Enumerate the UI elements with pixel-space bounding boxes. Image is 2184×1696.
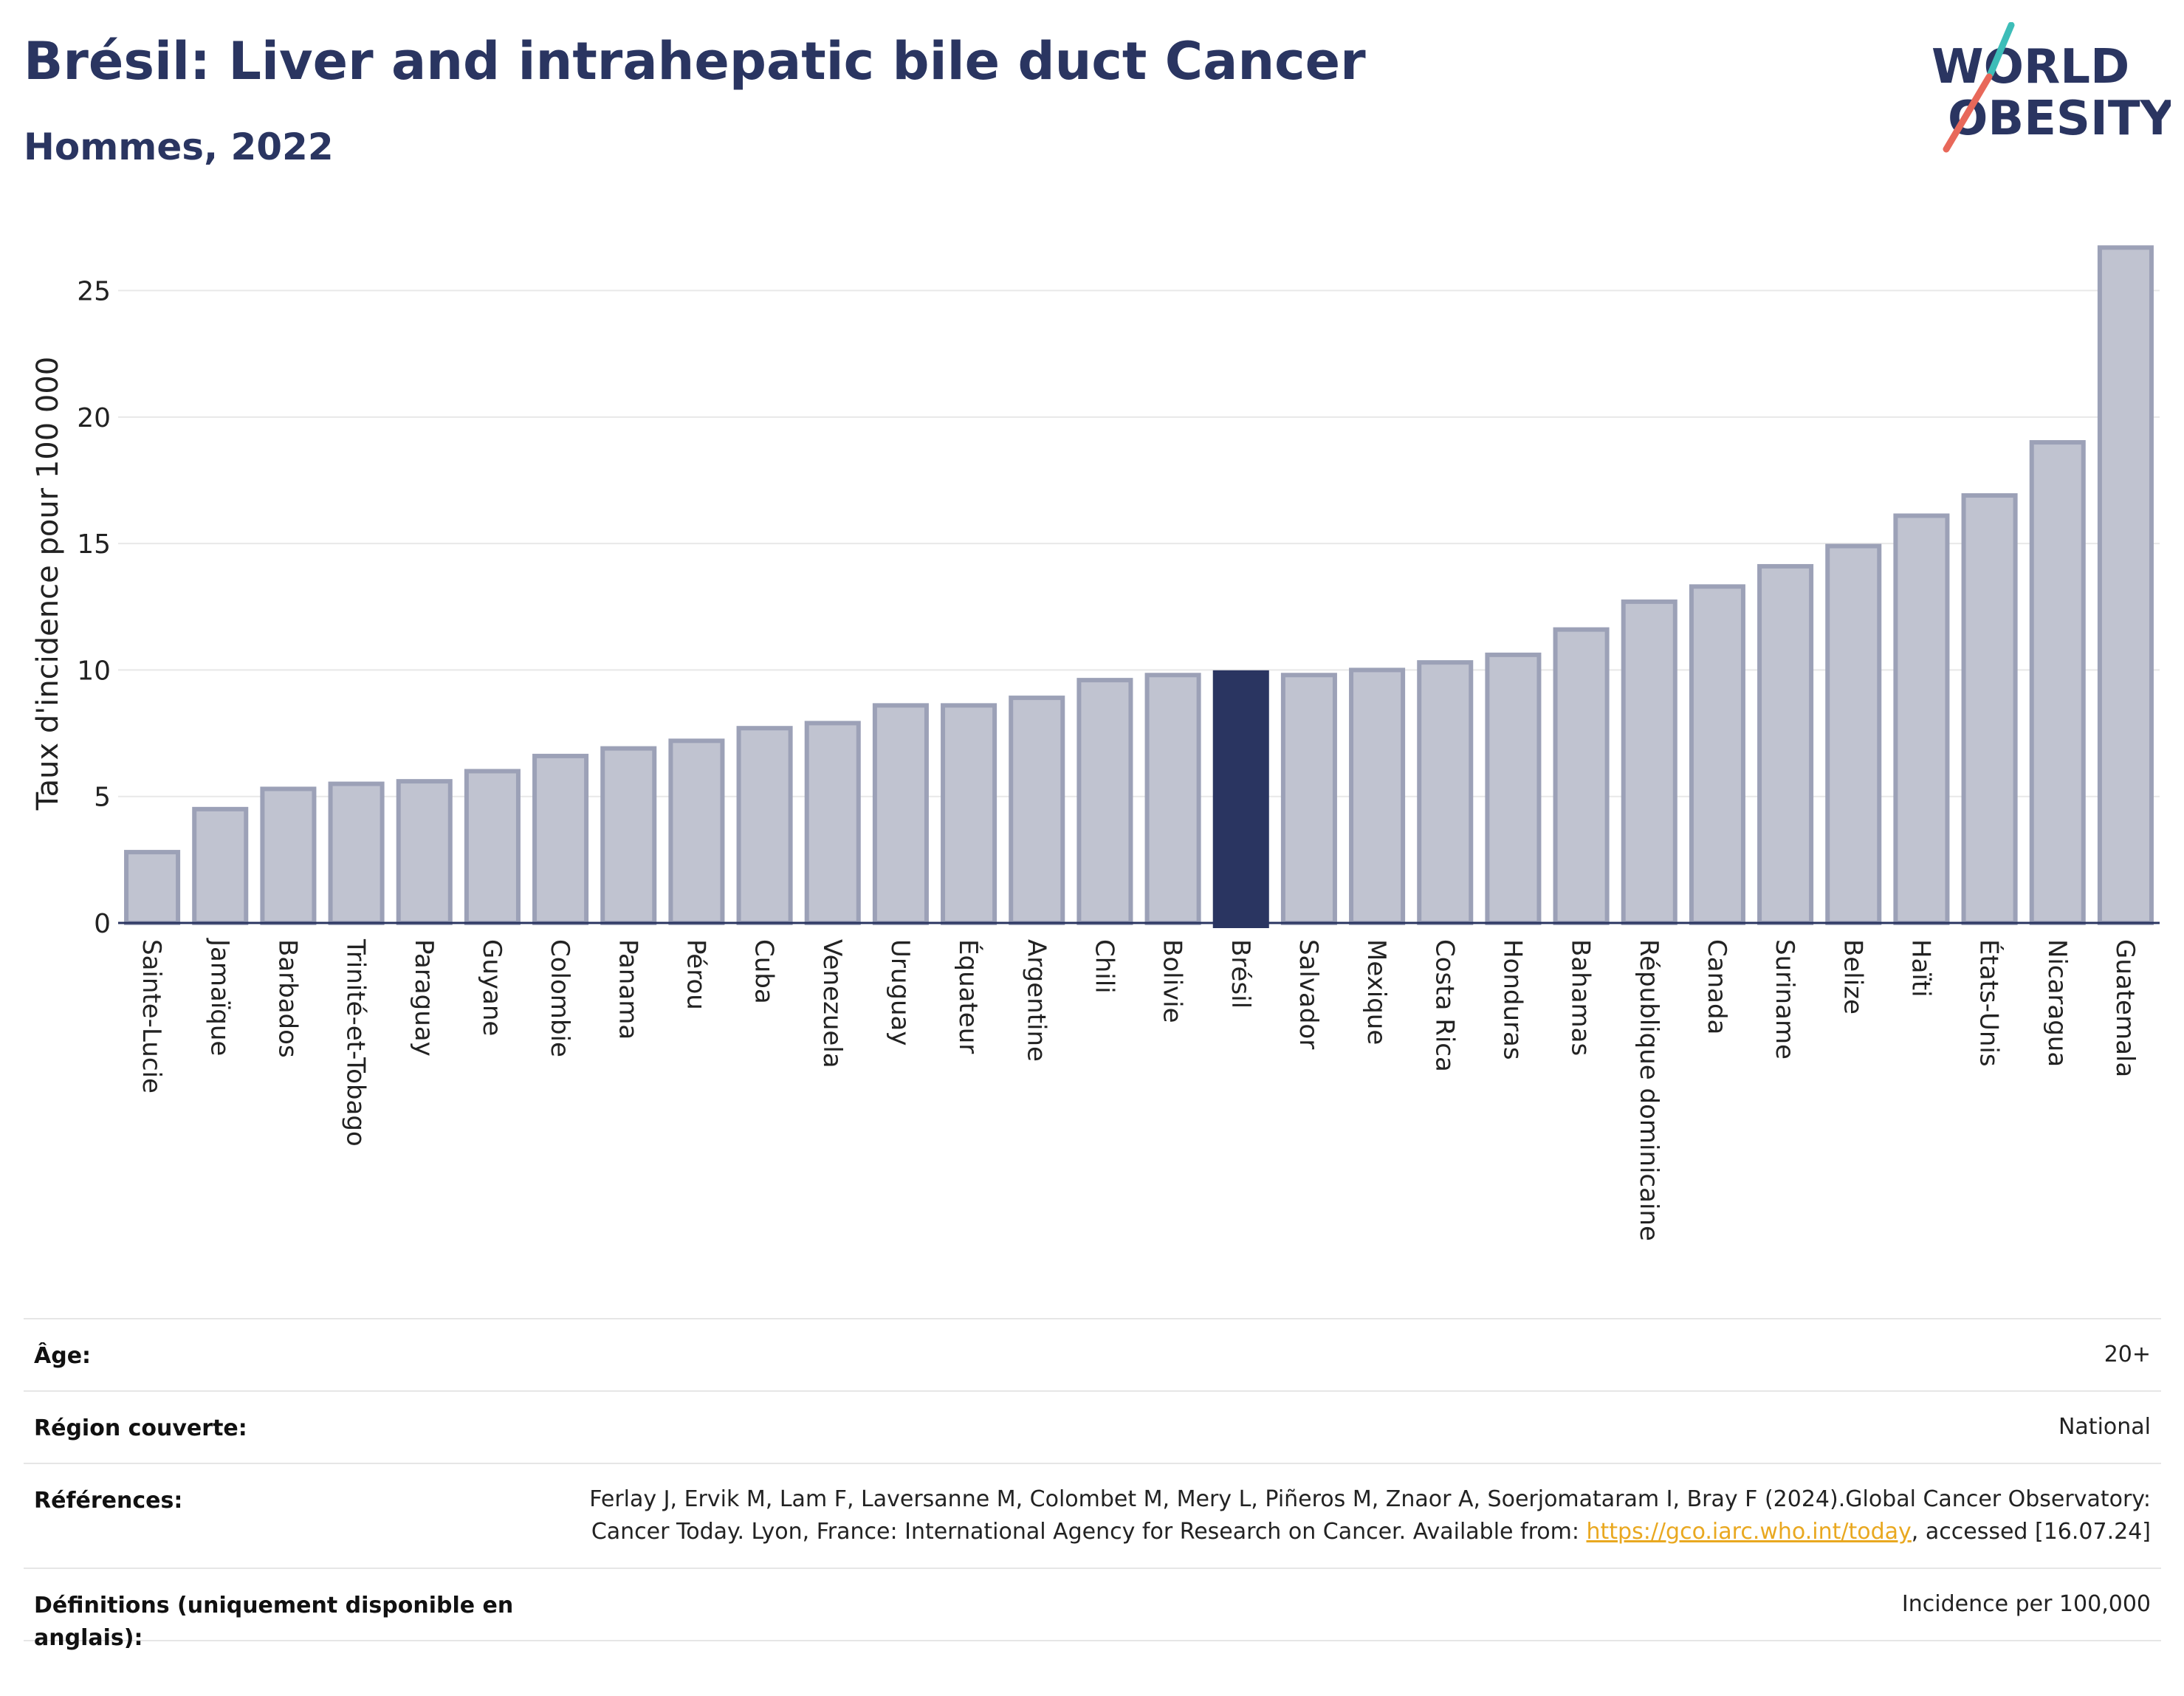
bar-suriname bbox=[1757, 563, 1814, 925]
y-axis-label: Taux d'incidence pour 100 000 bbox=[31, 357, 65, 811]
x-tick-label: Argentine bbox=[1021, 939, 1051, 1062]
bar-pérou bbox=[668, 738, 725, 925]
bar-barbados bbox=[260, 786, 317, 925]
bar-guatemala bbox=[2097, 245, 2154, 925]
definitions-value: Incidence per 100,000 bbox=[1901, 1591, 2151, 1617]
bar-argentine bbox=[1009, 696, 1065, 925]
bar-panama bbox=[600, 746, 657, 925]
bar-guyane bbox=[464, 769, 521, 926]
bar-honduras bbox=[1485, 652, 1542, 926]
bar-république-dominicaine bbox=[1621, 599, 1678, 925]
references-link[interactable]: https://gco.iarc.who.int/today bbox=[1586, 1519, 1912, 1545]
y-tick-label: 25 bbox=[77, 277, 111, 307]
x-tick-label: Bahamas bbox=[1566, 939, 1596, 1056]
bars-layer bbox=[124, 245, 2154, 928]
info-row-definitions: Définitions (uniquement disponible en an… bbox=[24, 1568, 2161, 1651]
bar-nicaragua bbox=[2029, 440, 2086, 925]
region-label: Région couverte: bbox=[34, 1415, 247, 1441]
x-tick-label: Nicaragua bbox=[2042, 939, 2072, 1067]
bar-canada bbox=[1689, 584, 1745, 926]
bar-belize bbox=[1825, 543, 1882, 925]
x-tick-label: Salvador bbox=[1294, 939, 1323, 1049]
logo-line-1: WORLD bbox=[1931, 40, 2129, 95]
x-tick-label: Trinité-et-Tobago bbox=[341, 938, 371, 1147]
x-tick-label: Jamaïque bbox=[205, 938, 234, 1056]
x-tick-label: Pérou bbox=[681, 939, 710, 1010]
references-label: Références: bbox=[34, 1488, 183, 1514]
x-tick-label: Panama bbox=[613, 939, 642, 1040]
bar-sainte-lucie bbox=[124, 850, 181, 926]
x-tick-label: Chili bbox=[1089, 939, 1119, 994]
x-tick-label: Uruguay bbox=[885, 939, 915, 1046]
x-tick-label: Barbados bbox=[272, 939, 302, 1058]
bar-états-unis bbox=[1961, 493, 2018, 925]
page-title: Brésil: Liver and intrahepatic bile duct… bbox=[24, 31, 1366, 92]
bar-colombie bbox=[532, 753, 589, 926]
x-tick-label: République dominicaine bbox=[1634, 939, 1663, 1241]
page-subtitle: Hommes, 2022 bbox=[24, 126, 334, 168]
x-tick-label: Colombie bbox=[545, 939, 574, 1057]
y-tick-label: 5 bbox=[94, 783, 111, 813]
info-table: Âge: 20+ Région couverte: National Référ… bbox=[24, 1318, 2161, 1651]
x-tick-label: Paraguay bbox=[409, 939, 439, 1057]
region-value: National bbox=[2058, 1414, 2151, 1440]
bar-uruguay bbox=[872, 703, 929, 925]
x-tick-label: Haïti bbox=[1906, 939, 1935, 998]
age-label: Âge: bbox=[34, 1343, 92, 1369]
bar-haïti bbox=[1893, 513, 1950, 925]
x-tick-label: Mexique bbox=[1361, 939, 1391, 1045]
bar-chili bbox=[1076, 678, 1133, 925]
x-tick-label: Cuba bbox=[749, 939, 779, 1004]
logo-slash-red bbox=[1943, 73, 1993, 153]
y-tick-label: 20 bbox=[77, 403, 111, 433]
references-value: Ferlay J, Ervik M, Lam F, Laversanne M, … bbox=[566, 1483, 2151, 1548]
bar-chart: 0 5 10 15 20 25 Sainte-Lucie Jamaïque Barbados T… bbox=[31, 245, 2160, 1241]
definitions-label: Définitions (uniquement disponible en an… bbox=[34, 1593, 514, 1651]
bar-bolivie bbox=[1144, 673, 1201, 926]
bar-trinité-et-tobago bbox=[328, 781, 385, 926]
y-tick-label: 10 bbox=[77, 656, 111, 686]
y-tick-labels: 0 5 10 15 20 25 bbox=[77, 277, 111, 939]
y-tick-label: 0 bbox=[94, 909, 111, 939]
references-text: Ferlay J, Ervik M, Lam F, Laversanne M, … bbox=[589, 1486, 2151, 1545]
info-row-age: Âge: 20+ bbox=[24, 1318, 2161, 1390]
bar-brésil bbox=[1212, 670, 1269, 928]
x-tick-label: Sainte-Lucie bbox=[137, 939, 166, 1094]
bar-mexique bbox=[1349, 667, 1406, 925]
y-tick-label: 15 bbox=[77, 529, 111, 560]
x-tick-label: Canada bbox=[1702, 939, 1731, 1034]
age-value: 20+ bbox=[2104, 1342, 2151, 1367]
bar-salvador bbox=[1280, 673, 1337, 926]
x-tick-label: Guyane bbox=[477, 939, 506, 1036]
x-tick-label: Venezuela bbox=[817, 939, 847, 1068]
grid-layer bbox=[118, 289, 2160, 797]
x-tick-label: Brésil bbox=[1226, 939, 1255, 1009]
x-tick-label: Suriname bbox=[1770, 939, 1799, 1060]
x-tick-label: Bolivie bbox=[1158, 939, 1187, 1023]
bar-paraguay bbox=[396, 779, 453, 926]
world-obesity-logo: WORLD OBESITY bbox=[1931, 22, 2171, 153]
bar-costa-rica bbox=[1417, 660, 1474, 925]
bar-cuba bbox=[736, 726, 793, 925]
bar-équateur bbox=[941, 703, 997, 925]
references-accessed: , accessed [16.07.24] bbox=[1911, 1519, 2151, 1545]
info-row-region: Région couverte: National bbox=[24, 1390, 2161, 1463]
x-tick-label: Costa Rica bbox=[1429, 939, 1459, 1072]
x-tick-label: États-Unis bbox=[1974, 939, 2005, 1067]
logo-slash-teal bbox=[1987, 22, 2015, 78]
x-tick-label: Équateur bbox=[953, 939, 983, 1054]
bar-jamaïque bbox=[192, 806, 249, 926]
x-tick-labels: Sainte-Lucie Jamaïque Barbados Trinité-et-T… bbox=[137, 938, 2140, 1241]
x-tick-label: Honduras bbox=[1497, 939, 1527, 1060]
bar-bahamas bbox=[1553, 627, 1610, 925]
x-tick-label: Belize bbox=[1838, 939, 1867, 1014]
info-row-references: Références: Ferlay J, Ervik M, Lam F, La… bbox=[24, 1463, 2161, 1568]
x-tick-label: Guatemala bbox=[2110, 939, 2140, 1077]
bar-venezuela bbox=[804, 721, 861, 926]
logo-line-2: OBESITY bbox=[1948, 92, 2171, 146]
